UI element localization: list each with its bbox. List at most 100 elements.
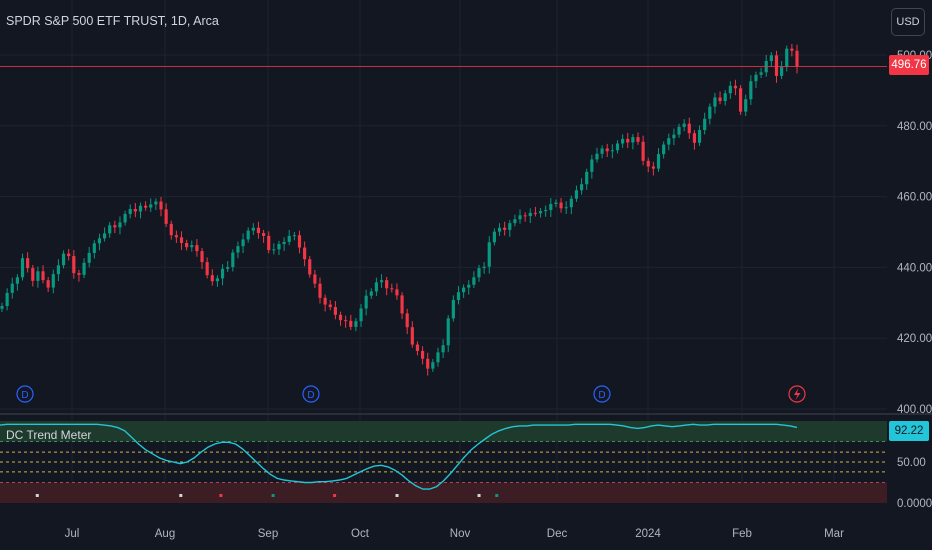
candle-body	[641, 141, 645, 161]
candle-body	[338, 314, 343, 321]
candle-body	[559, 202, 563, 209]
y-tick-label: 480.00	[897, 121, 932, 133]
candle-body	[20, 258, 25, 278]
candle-body	[226, 267, 230, 269]
candle-body	[487, 242, 491, 267]
signal-marker	[271, 494, 275, 497]
candle-body	[292, 235, 296, 237]
earnings-flash-icon[interactable]	[788, 385, 806, 403]
candle-body	[313, 274, 317, 284]
candle-body	[446, 318, 450, 346]
x-tick-label: Oct	[351, 528, 370, 540]
candle-body	[554, 202, 558, 205]
signal-marker	[179, 494, 183, 497]
candle-body	[46, 280, 50, 288]
candle-body	[190, 245, 194, 248]
earnings-flash-glyph	[794, 388, 801, 400]
candle-body	[241, 239, 245, 247]
candle-body	[497, 227, 502, 232]
y-tick-label: 460.00	[897, 192, 932, 204]
candle-body	[318, 283, 322, 298]
candle-body	[410, 327, 414, 345]
candle-body	[482, 266, 486, 269]
candle-body	[344, 320, 348, 322]
candle-body	[354, 321, 358, 327]
candle-body	[718, 97, 722, 102]
indicator-y-tick: 50.00	[897, 457, 926, 469]
candle-body	[692, 133, 697, 143]
candle-body	[738, 88, 743, 112]
dividend-marker-label: D	[598, 390, 605, 401]
candle-body	[615, 143, 620, 151]
candle-body	[174, 235, 178, 238]
signal-marker	[333, 494, 337, 497]
candle-body	[297, 235, 302, 248]
candle-body	[513, 219, 517, 224]
candle-body	[564, 207, 568, 209]
candle-body	[169, 223, 173, 236]
candle-body	[256, 227, 261, 234]
candle-body	[31, 268, 35, 281]
candle-body	[36, 271, 40, 281]
candle-body	[405, 313, 409, 328]
candle-body	[518, 215, 522, 220]
x-tick-label: Jul	[65, 528, 80, 540]
candle-body	[472, 277, 476, 285]
candle-body	[528, 212, 532, 217]
candle-body	[667, 138, 671, 145]
candle-body	[467, 284, 471, 288]
candle-body	[621, 138, 625, 144]
bear-zone	[0, 482, 887, 503]
candle-body	[595, 153, 599, 160]
y-tick-label: 420.00	[897, 333, 932, 345]
dividend-marker-icon[interactable]	[593, 385, 611, 403]
candle-body	[10, 283, 14, 293]
candle-body	[585, 171, 589, 185]
symbol-title[interactable]: SPDR S&P 500 ETF TRUST, 1D, Arca	[6, 14, 219, 28]
candle-body	[323, 297, 327, 305]
candle-body	[185, 242, 189, 248]
dividend-marker-label: D	[307, 390, 314, 401]
candle-body	[282, 241, 286, 245]
candle-body	[785, 48, 789, 68]
candle-body	[451, 299, 455, 319]
candle-body	[754, 74, 758, 82]
candle-body	[379, 280, 384, 283]
x-tick-label: Feb	[732, 528, 752, 540]
candle-body	[200, 251, 204, 263]
trend-meter-line	[0, 423, 798, 490]
candle-body	[56, 265, 61, 275]
candle-body	[759, 72, 763, 75]
candle-body	[626, 138, 630, 143]
signal-marker	[219, 494, 223, 497]
candle-body	[349, 320, 353, 327]
candle-body	[646, 160, 650, 167]
candle-body	[97, 238, 102, 244]
dividend-marker-icon[interactable]	[16, 385, 34, 403]
candle-body	[87, 252, 91, 263]
x-tick-label: Aug	[155, 528, 175, 540]
dividend-marker-icon[interactable]	[302, 385, 320, 403]
candle-body	[246, 230, 250, 240]
signal-marker	[495, 494, 499, 497]
candle-body	[687, 123, 691, 134]
candle-body	[610, 150, 614, 152]
candle-body	[67, 253, 71, 257]
indicator-y-tick: 0.0000	[897, 498, 932, 510]
candle-body	[733, 85, 738, 89]
candle-body	[128, 208, 132, 214]
x-tick-label: Nov	[450, 528, 471, 540]
candle-body	[749, 81, 753, 100]
candle-body	[780, 67, 784, 76]
candle-body	[179, 237, 184, 243]
candle-body	[456, 292, 461, 300]
currency-button[interactable]: USD	[891, 8, 925, 36]
candle-body	[359, 308, 363, 322]
candle-body	[133, 208, 137, 212]
candle-body	[533, 212, 538, 214]
candle-body	[51, 274, 55, 288]
candle-body	[769, 55, 773, 62]
candle-body	[426, 358, 430, 369]
candle-body	[795, 50, 799, 67]
